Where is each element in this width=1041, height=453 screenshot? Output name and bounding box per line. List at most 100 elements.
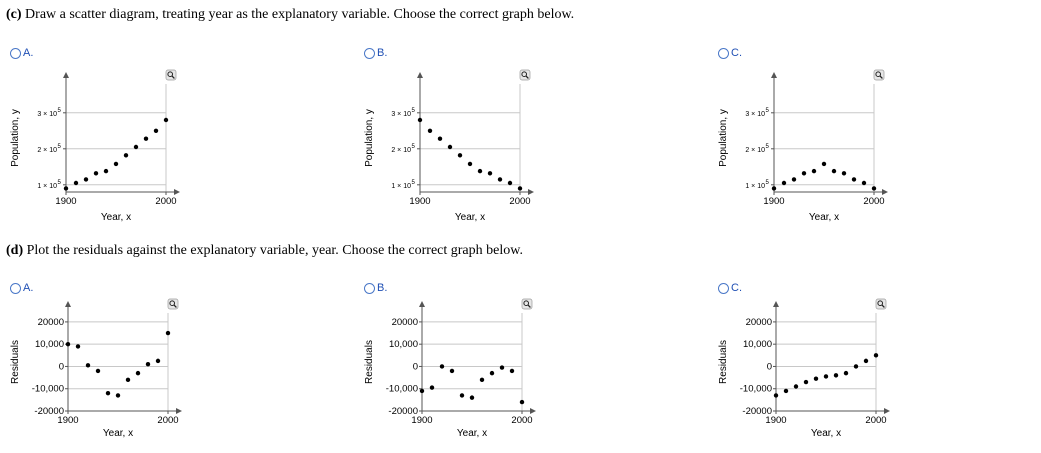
data-point-0 [773, 393, 779, 398]
x-axis-label: Year, x [101, 212, 131, 223]
data-point-6 [477, 168, 483, 174]
part-c-text: Draw a scatter diagram, treating year as… [21, 7, 575, 22]
data-point-0 [417, 117, 423, 123]
data-point-7 [133, 144, 139, 150]
y-tick-label-1: -10,000 [32, 384, 64, 395]
x-tick-label-0: 1900 [55, 196, 76, 207]
data-point-5 [115, 393, 121, 398]
y-axis-label: Population, y [10, 109, 21, 167]
data-point-3 [801, 171, 807, 176]
y-axis-arrow [65, 301, 71, 307]
y-axis-label: Population, y [718, 109, 729, 167]
y-tick-label-3: 10,000 [389, 339, 418, 350]
magnifier-zoom-icon[interactable] [521, 298, 533, 310]
data-point-4 [457, 153, 463, 158]
y-tick-label-4: 20000 [746, 317, 772, 328]
option-d-a[interactable]: A. [10, 282, 33, 294]
data-point-1 [75, 344, 81, 349]
data-point-8 [145, 362, 151, 367]
data-point-9 [155, 358, 161, 364]
data-point-8 [143, 136, 149, 141]
y-tick-label-4: 20000 [392, 317, 418, 328]
option-c-a-label: A. [23, 47, 34, 59]
y-tick-label-0: -20000 [742, 406, 772, 417]
part-c-label: (c) [6, 7, 22, 22]
data-point-9 [861, 180, 867, 186]
data-point-1 [429, 385, 435, 390]
y-tick-label-0: -20000 [388, 406, 418, 417]
x-tick-label-0: 1900 [57, 415, 78, 426]
data-point-7 [841, 171, 847, 176]
x-tick-label-1: 2000 [863, 196, 884, 207]
y-axis-label: Residuals [364, 340, 375, 384]
data-point-7 [843, 370, 849, 376]
data-point-6 [831, 168, 837, 174]
option-c-b[interactable]: B. [364, 47, 387, 59]
data-point-10 [873, 353, 879, 358]
magnifier-zoom-icon[interactable] [875, 298, 887, 310]
data-point-3 [447, 144, 453, 150]
y-tick-label-1: 2 × 10 [37, 147, 57, 154]
question-part-c: (c) Draw a scatter diagram, treating yea… [6, 7, 574, 23]
option-c-c-label: C. [731, 47, 742, 59]
data-point-8 [497, 177, 503, 182]
data-point-6 [833, 373, 839, 378]
radio-d-a[interactable] [10, 282, 21, 294]
data-point-0 [419, 388, 425, 394]
residual-chart-d-b: -20000 -10,000 0 10,000 20000 1900 2000 Year, x… [364, 298, 536, 439]
option-d-b[interactable]: B. [364, 282, 387, 294]
y-tick-label-3: 10,000 [743, 339, 772, 350]
data-point-3 [449, 368, 455, 374]
y-tick-label-1: -10,000 [740, 384, 772, 395]
y-tick-label-2: 3 × 10 [745, 111, 765, 118]
option-c-c[interactable]: C. [718, 47, 742, 59]
option-d-a-label: A. [23, 282, 34, 294]
part-d-text: Plot the residuals against the explanato… [23, 243, 523, 258]
option-d-b-label: B. [377, 282, 388, 294]
magnifier-zoom-icon[interactable] [873, 69, 885, 81]
y-tick-exponent-1: 5 [766, 144, 770, 150]
x-axis-arrow [174, 189, 180, 195]
data-point-1 [781, 180, 787, 186]
radio-c-a[interactable] [10, 47, 21, 59]
y-tick-label-4: 20000 [38, 317, 64, 328]
radio-c-c[interactable] [718, 47, 729, 59]
y-tick-exponent-1: 5 [58, 144, 62, 150]
x-axis-label: Year, x [457, 428, 487, 439]
data-point-4 [105, 390, 111, 396]
option-c-a[interactable]: A. [10, 47, 33, 59]
data-point-8 [851, 177, 857, 182]
x-axis-arrow [528, 189, 534, 195]
x-tick-label-1: 2000 [157, 415, 178, 426]
data-point-0 [63, 186, 69, 191]
data-point-5 [469, 395, 475, 400]
magnifier-zoom-icon[interactable] [519, 69, 531, 81]
data-point-8 [853, 364, 859, 369]
x-axis-arrow [176, 408, 182, 414]
option-d-c-label: C. [731, 282, 742, 294]
y-tick-exponent-2: 5 [412, 108, 416, 114]
data-point-5 [467, 161, 473, 167]
x-tick-label-1: 2000 [509, 196, 530, 207]
data-point-9 [509, 368, 515, 374]
y-axis-arrow [773, 301, 779, 307]
part-d-label: (d) [6, 243, 24, 258]
radio-c-b[interactable] [364, 47, 375, 59]
data-point-7 [135, 370, 141, 376]
data-point-2 [85, 363, 91, 368]
y-axis-arrow [417, 72, 423, 78]
magnifier-zoom-icon[interactable] [165, 69, 177, 81]
data-point-1 [427, 128, 433, 133]
y-tick-label-0: 1 × 10 [391, 183, 411, 190]
y-tick-exponent-0: 5 [766, 180, 770, 186]
data-point-5 [113, 161, 119, 167]
y-axis-label: Residuals [718, 340, 729, 384]
data-point-3 [803, 379, 809, 385]
data-point-4 [103, 168, 109, 174]
magnifier-zoom-icon[interactable] [167, 298, 179, 310]
option-d-c[interactable]: C. [718, 282, 742, 294]
y-axis-label: Population, y [364, 109, 375, 167]
radio-d-c[interactable] [718, 282, 729, 294]
radio-d-b[interactable] [364, 282, 375, 294]
